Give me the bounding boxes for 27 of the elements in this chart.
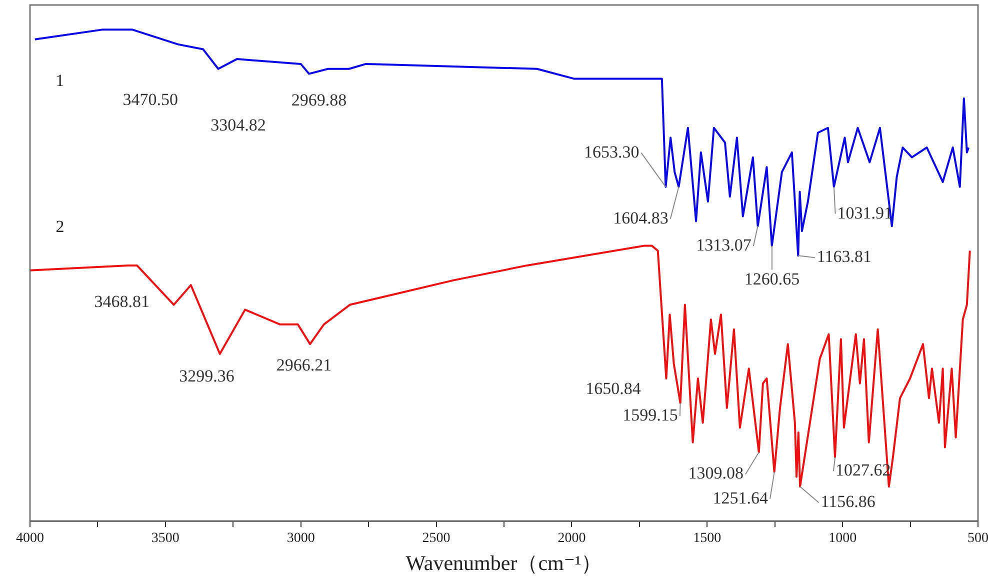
series-label: 2 [56,216,64,236]
annotation: 1604.83 [613,208,668,228]
annotation: 2966.21 [276,356,332,375]
annotation: 1309.08 [688,464,744,483]
annotation: 1313.07 [696,236,752,255]
x-tick-label: 1000 [828,531,857,546]
annotation: 1653.30 [584,142,640,162]
annotation: 1260.65 [744,269,800,288]
annotation: 1599.15 [622,406,678,425]
x-tick-label: 500 [968,531,988,546]
x-tick-label: 4000 [16,531,44,546]
annotation: 2969.88 [291,90,347,110]
annotation: 1650.84 [586,378,642,398]
x-tick-label: 3500 [151,531,180,546]
annotation: 3470.50 [122,90,178,109]
annotation: 1156.86 [820,492,876,512]
x-axis-title: Wavenumber（cm⁻¹） [406,550,602,575]
annotation: 1163.81 [816,247,872,266]
annotation: 1251.64 [712,488,769,508]
x-tick-label: 2500 [422,531,450,546]
text: 1 [56,70,64,90]
x-tick-label: 2000 [558,531,586,546]
annotation: 3468.81 [94,292,150,312]
annotation: 3299.36 [179,366,234,386]
x-tick-label: 1500 [693,531,722,546]
x-tick-label: 3000 [286,531,315,546]
annotation: 3304.82 [210,115,266,134]
